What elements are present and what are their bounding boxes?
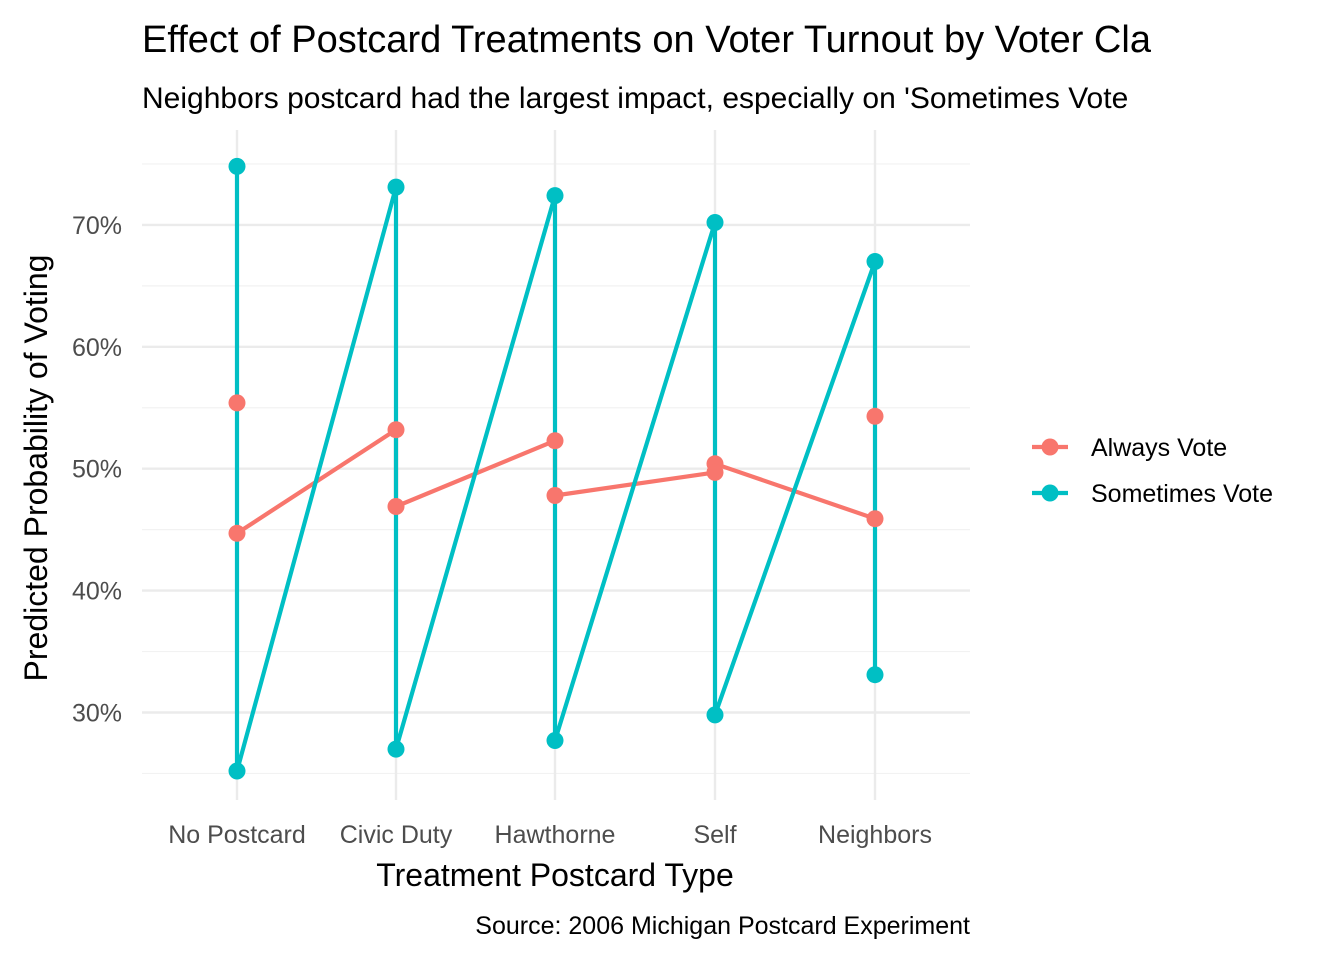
x-tick-label: No Postcard <box>168 821 306 849</box>
x-axis-title: Treatment Postcard Type <box>376 857 734 893</box>
data-point-sometimes-vote <box>706 214 724 231</box>
legend-item: Sometimes Vote <box>1032 480 1273 508</box>
legend-key-point <box>1041 438 1059 456</box>
plot-panel <box>142 130 970 800</box>
data-point-always-vote <box>866 407 884 425</box>
data-point-sometimes-vote <box>228 762 246 780</box>
legend-key-point <box>1041 484 1059 502</box>
x-axis-ticks: No Postcard Civic Duty Hawthorne Self Neighb… <box>168 821 932 849</box>
data-point-always-vote <box>706 463 724 481</box>
data-point-sometimes-vote <box>866 253 884 270</box>
y-tick-label: 30% <box>72 700 122 728</box>
data-point-always-vote <box>546 432 564 450</box>
series-line-sometimes-vote <box>234 166 878 774</box>
legend-item: Always Vote <box>1032 434 1227 462</box>
legend: Always Vote Sometimes Vote <box>1032 434 1273 508</box>
data-point-sometimes-vote <box>387 740 405 758</box>
data-point-always-vote <box>866 510 884 528</box>
series-layer <box>228 157 884 780</box>
legend-label: Always Vote <box>1091 434 1227 462</box>
x-tick-label: Hawthorne <box>495 821 616 849</box>
data-point-sometimes-vote <box>546 732 564 749</box>
data-point-sometimes-vote <box>546 187 564 205</box>
y-axis-title: Predicted Probability of Voting <box>18 255 54 682</box>
data-point-always-vote <box>387 421 405 439</box>
data-point-sometimes-vote <box>387 178 405 196</box>
y-tick-label: 40% <box>72 578 122 606</box>
legend-label: Sometimes Vote <box>1091 480 1273 508</box>
chart-subtitle: Neighbors postcard had the largest impac… <box>142 82 1128 115</box>
chart-caption: Source: 2006 Michigan Postcard Experimen… <box>475 912 970 940</box>
data-point-always-vote <box>546 487 564 504</box>
data-point-sometimes-vote <box>228 157 246 175</box>
data-point-always-vote <box>387 498 405 515</box>
x-tick-label: Civic Duty <box>340 821 453 849</box>
x-tick-label: Neighbors <box>818 821 932 849</box>
data-point-sometimes-vote <box>866 666 884 684</box>
y-tick-label: 60% <box>72 334 122 362</box>
data-point-always-vote <box>228 394 246 412</box>
y-tick-label: 50% <box>72 456 122 484</box>
data-point-sometimes-vote <box>706 706 724 724</box>
chart-title: Effect of Postcard Treatments on Voter T… <box>142 19 1152 61</box>
y-axis-ticks: 30% 40% 50% 60% 70% <box>72 212 122 728</box>
x-tick-label: Self <box>693 821 736 849</box>
y-tick-label: 70% <box>72 212 122 240</box>
data-point-always-vote <box>228 524 246 542</box>
